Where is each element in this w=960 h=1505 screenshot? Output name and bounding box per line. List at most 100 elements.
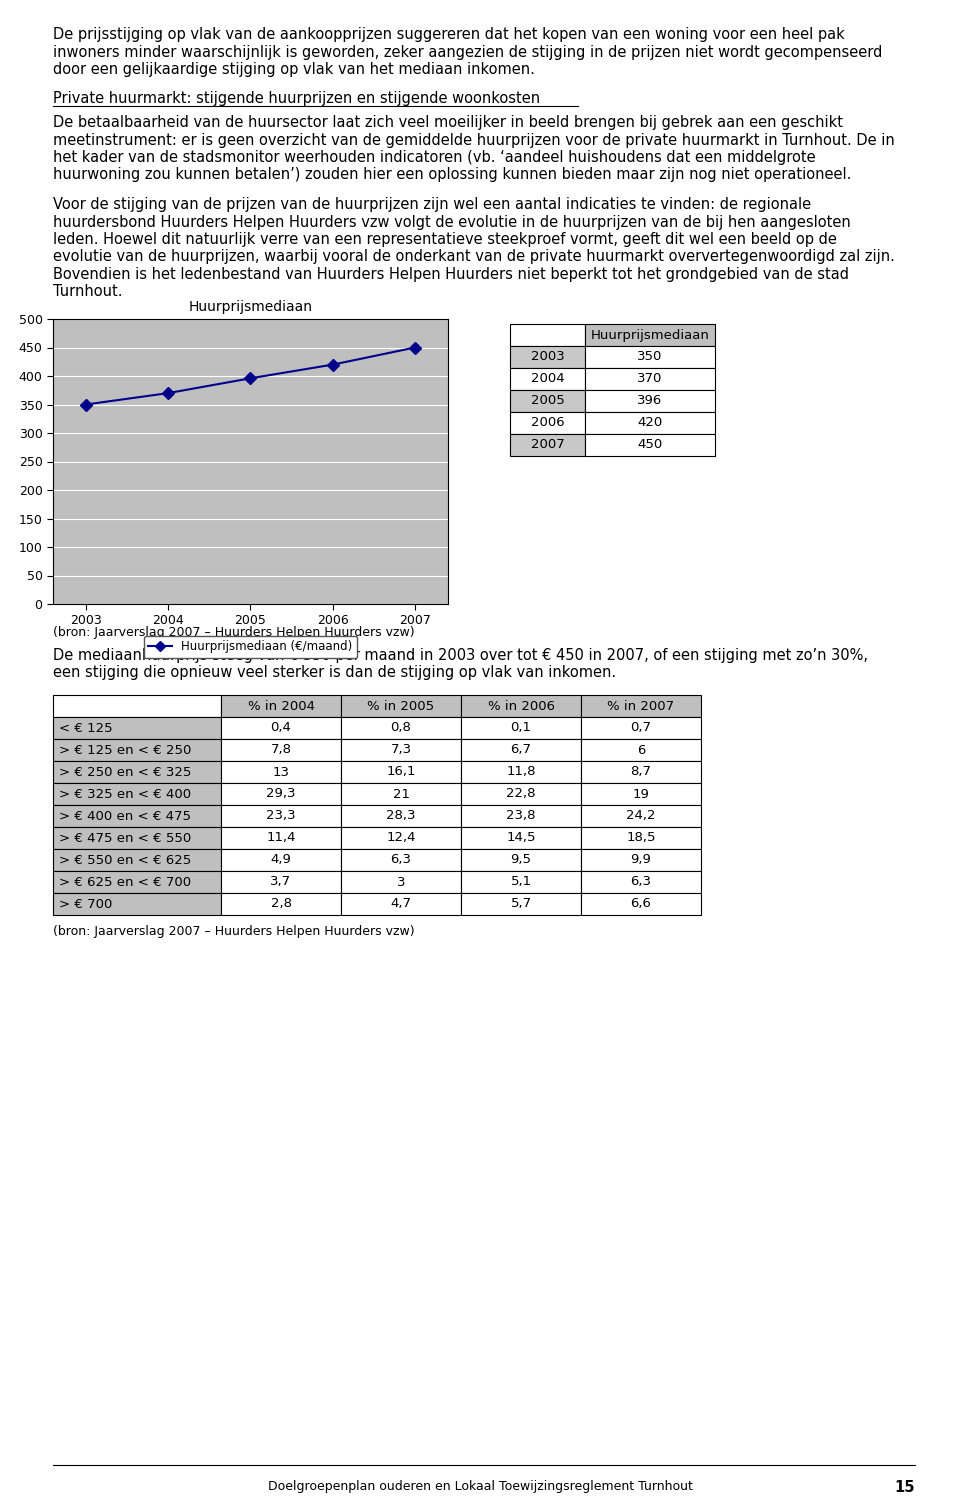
Bar — [341, 783, 461, 805]
Bar — [461, 762, 581, 783]
Bar — [461, 805, 581, 828]
Text: 23,8: 23,8 — [506, 810, 536, 823]
Bar — [461, 828, 581, 849]
Title: Huurprijsmediaan: Huurprijsmediaan — [188, 299, 313, 313]
Text: 2,8: 2,8 — [271, 897, 292, 911]
Text: 15: 15 — [895, 1479, 915, 1494]
Text: 370: 370 — [637, 373, 662, 385]
Bar — [510, 369, 585, 390]
Text: 9,9: 9,9 — [631, 853, 652, 867]
Bar — [510, 324, 585, 346]
Text: (bron: Jaarverslag 2007 – Huurders Helpen Huurders vzw): (bron: Jaarverslag 2007 – Huurders Helpe… — [53, 926, 415, 938]
Text: 4,9: 4,9 — [271, 853, 292, 867]
Text: > € 700: > € 700 — [59, 897, 112, 911]
Bar — [53, 849, 221, 871]
Text: 6,6: 6,6 — [631, 897, 652, 911]
Bar — [581, 762, 701, 783]
Bar — [341, 739, 461, 762]
Bar — [221, 739, 341, 762]
Text: leden. Hoewel dit natuurlijk verre van een representatieve steekproef vormt, gee: leden. Hoewel dit natuurlijk verre van e… — [53, 232, 837, 247]
Text: 18,5: 18,5 — [626, 831, 656, 844]
Text: 7,8: 7,8 — [271, 743, 292, 757]
Bar — [581, 805, 701, 828]
Text: 450: 450 — [637, 438, 662, 452]
Text: 21: 21 — [393, 787, 410, 801]
Text: 2007: 2007 — [531, 438, 564, 452]
Text: 6,3: 6,3 — [631, 876, 652, 888]
Bar — [585, 433, 715, 456]
Bar — [221, 695, 341, 716]
Text: 9,5: 9,5 — [511, 853, 532, 867]
Text: 12,4: 12,4 — [386, 831, 416, 844]
Bar — [510, 346, 585, 369]
Bar — [53, 716, 221, 739]
Text: De betaalbaarheid van de huursector laat zich veel moeilijker in beeld brengen b: De betaalbaarheid van de huursector laat… — [53, 114, 843, 129]
Text: > € 625 en < € 700: > € 625 en < € 700 — [59, 876, 191, 888]
Text: 24,2: 24,2 — [626, 810, 656, 823]
Text: 29,3: 29,3 — [266, 787, 296, 801]
Text: een stijging die opnieuw veel sterker is dan de stijging op vlak van inkomen.: een stijging die opnieuw veel sterker is… — [53, 665, 616, 680]
Text: Private huurmarkt: stijgende huurprijzen en stijgende woonkosten: Private huurmarkt: stijgende huurprijzen… — [53, 92, 540, 107]
Bar — [341, 871, 461, 892]
Bar — [585, 390, 715, 412]
Bar — [221, 828, 341, 849]
Text: > € 325 en < € 400: > € 325 en < € 400 — [59, 787, 191, 801]
Bar — [341, 762, 461, 783]
Bar — [585, 324, 715, 346]
Text: % in 2005: % in 2005 — [368, 700, 435, 712]
Text: % in 2007: % in 2007 — [608, 700, 675, 712]
Text: De prijsstijging op vlak van de aankoopprijzen suggereren dat het kopen van een : De prijsstijging op vlak van de aankoopp… — [53, 27, 845, 42]
Text: Doelgroepenplan ouderen en Lokaal Toewijzingsreglement Turnhout: Doelgroepenplan ouderen en Lokaal Toewij… — [268, 1479, 692, 1493]
Bar — [341, 849, 461, 871]
Text: 420: 420 — [637, 417, 662, 429]
Text: Voor de stijging van de prijzen van de huurprijzen zijn wel een aantal indicatie: Voor de stijging van de prijzen van de h… — [53, 197, 811, 212]
Text: > € 250 en < € 325: > € 250 en < € 325 — [59, 766, 191, 778]
Bar — [461, 695, 581, 716]
Text: evolutie van de huurprijzen, waarbij vooral de onderkant van de private huurmark: evolutie van de huurprijzen, waarbij voo… — [53, 250, 895, 265]
Bar — [221, 871, 341, 892]
Text: door een gelijkaardige stijging op vlak van het mediaan inkomen.: door een gelijkaardige stijging op vlak … — [53, 62, 535, 77]
Bar — [581, 695, 701, 716]
Legend: Huurprijsmediaan (€/maand): Huurprijsmediaan (€/maand) — [144, 635, 357, 658]
Text: 11,8: 11,8 — [506, 766, 536, 778]
Text: > € 475 en < € 550: > € 475 en < € 550 — [59, 831, 191, 844]
Bar — [581, 828, 701, 849]
Bar — [341, 892, 461, 915]
Text: huurwoning zou kunnen betalen’) zouden hier een oplossing kunnen bieden maar zij: huurwoning zou kunnen betalen’) zouden h… — [53, 167, 852, 182]
Text: 28,3: 28,3 — [386, 810, 416, 823]
Text: 0,7: 0,7 — [631, 721, 652, 734]
Text: < € 125: < € 125 — [59, 721, 112, 734]
Text: 19: 19 — [633, 787, 649, 801]
Text: 14,5: 14,5 — [506, 831, 536, 844]
Text: De mediaanhuurprijs steeg van € 350 per maand in 2003 over tot € 450 in 2007, of: De mediaanhuurprijs steeg van € 350 per … — [53, 649, 868, 664]
Bar — [53, 892, 221, 915]
Text: 3: 3 — [396, 876, 405, 888]
Text: 0,4: 0,4 — [271, 721, 292, 734]
Bar — [221, 716, 341, 739]
Bar — [53, 762, 221, 783]
Text: het kader van de stadsmonitor weerhouden indicatoren (vb. ‘aandeel huishoudens d: het kader van de stadsmonitor weerhouden… — [53, 150, 816, 166]
Text: 13: 13 — [273, 766, 290, 778]
Bar — [461, 892, 581, 915]
Bar — [581, 783, 701, 805]
Bar — [510, 433, 585, 456]
Bar — [461, 783, 581, 805]
Bar — [585, 369, 715, 390]
Bar — [585, 346, 715, 369]
Text: 3,7: 3,7 — [271, 876, 292, 888]
Bar — [581, 871, 701, 892]
Bar — [53, 783, 221, 805]
Text: > € 550 en < € 625: > € 550 en < € 625 — [59, 853, 191, 867]
Text: 2004: 2004 — [531, 373, 564, 385]
Bar — [221, 805, 341, 828]
Text: 16,1: 16,1 — [386, 766, 416, 778]
Text: 2003: 2003 — [531, 351, 564, 364]
Bar — [53, 695, 221, 716]
Text: 8,7: 8,7 — [631, 766, 652, 778]
Text: 6,3: 6,3 — [391, 853, 412, 867]
Text: % in 2006: % in 2006 — [488, 700, 555, 712]
Text: 7,3: 7,3 — [391, 743, 412, 757]
Bar — [341, 828, 461, 849]
Text: % in 2004: % in 2004 — [248, 700, 315, 712]
Bar — [341, 716, 461, 739]
